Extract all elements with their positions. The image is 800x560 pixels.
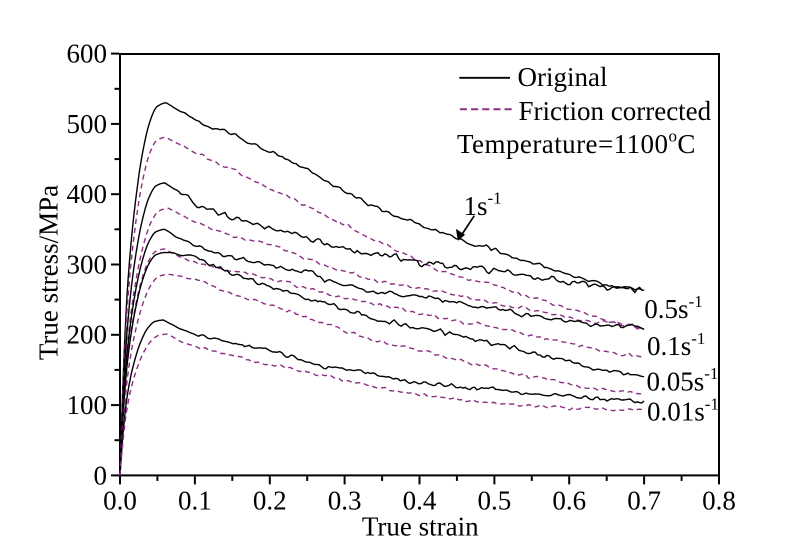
svg-text:0: 0: [94, 460, 108, 490]
svg-text:0.7: 0.7: [627, 486, 661, 516]
svg-text:0.4: 0.4: [403, 486, 437, 516]
svg-text:200: 200: [67, 320, 108, 350]
svg-text:Friction corrected: Friction corrected: [519, 96, 712, 126]
svg-text:0.8: 0.8: [702, 486, 736, 516]
svg-text:600: 600: [67, 39, 108, 69]
svg-text:400: 400: [67, 179, 108, 209]
svg-text:True strain: True strain: [362, 512, 479, 542]
svg-text:0.3: 0.3: [328, 486, 362, 516]
svg-text:0.0: 0.0: [103, 486, 137, 516]
svg-text:0.1: 0.1: [178, 486, 212, 516]
svg-text:Original: Original: [518, 62, 608, 92]
svg-text:0.2: 0.2: [253, 486, 287, 516]
svg-text:0.5: 0.5: [478, 486, 512, 516]
svg-text:True stress/MPa: True stress/MPa: [34, 185, 64, 360]
svg-text:500: 500: [67, 109, 108, 139]
svg-text:100: 100: [67, 390, 108, 420]
svg-text:300: 300: [67, 249, 108, 279]
svg-text:0.6: 0.6: [552, 486, 586, 516]
svg-text:Temperature=1100oC: Temperature=1100oC: [457, 126, 696, 158]
